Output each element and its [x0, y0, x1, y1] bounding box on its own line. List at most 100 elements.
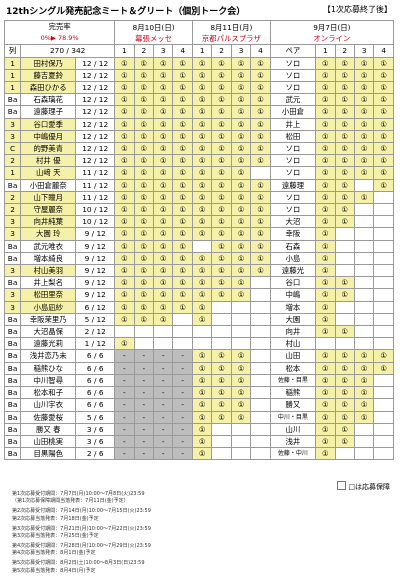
- pair-partner: 小島: [269, 251, 317, 266]
- online-slot: ①: [353, 386, 375, 400]
- online-slot: [373, 239, 394, 253]
- kyoto-slot: [211, 325, 232, 339]
- kyoto-slot: ①: [250, 215, 271, 229]
- makuhari-slot: ①: [172, 166, 193, 180]
- kyoto-slot: ①: [191, 166, 213, 180]
- online-slot: [334, 447, 355, 461]
- member-row: Ba 佐藤愛桜 5 / 6- - - - ① ① ① 中川・目黒 ① ① ①: [3, 410, 394, 424]
- online-slot: [373, 337, 394, 351]
- member-row: Ba 松本和子 6 / 6- - - - ① ① ① 稲熊 ① ① ①: [3, 386, 394, 400]
- kyoto-slot: [250, 386, 271, 400]
- online-slot: [373, 312, 394, 327]
- sold-count: 11 / 12: [75, 190, 116, 205]
- kyoto-slot: ①: [191, 434, 213, 449]
- member-name: 小島凪紗: [20, 300, 77, 314]
- online-slot: [373, 325, 394, 339]
- makuhari-slot: ①: [133, 129, 155, 144]
- member-row: Ba 遠藤光莉 1 / 12 ① 村山: [3, 337, 394, 351]
- makuhari-slot: ①: [153, 215, 174, 229]
- makuhari-slot: ①: [114, 276, 135, 290]
- kyoto-slot: ①: [191, 410, 213, 424]
- makuhari-slot: ①: [172, 178, 193, 192]
- pair-partner: 勝又: [269, 398, 317, 412]
- online-slot: ①: [373, 349, 394, 363]
- makuhari-slot: ①: [172, 203, 193, 217]
- member-name: 遠藤光莉: [20, 337, 77, 351]
- sell-rate-label: 完売率: [48, 22, 71, 31]
- makuhari-slot: -: [172, 398, 193, 412]
- event-header-online: 9月7日(日) オンライン: [269, 19, 395, 46]
- kyoto-slot: ①: [230, 93, 252, 107]
- group-cell: 3: [3, 288, 22, 302]
- group-cell: Ba: [3, 386, 22, 400]
- makuhari-slot: [114, 325, 135, 339]
- makuhari-slot: -: [114, 349, 135, 363]
- kyoto-slot: [250, 349, 271, 363]
- makuhari-slot: -: [172, 373, 193, 388]
- makuhari-slot: ①: [114, 166, 135, 180]
- online-slot: [353, 434, 375, 449]
- group-cell: Ba: [3, 410, 22, 424]
- makuhari-slot: ①: [114, 129, 135, 144]
- online-slot: ①: [315, 349, 336, 363]
- makuhari-slot: -: [133, 373, 155, 388]
- kyoto-slot: ①: [211, 251, 232, 266]
- online-slot: [373, 434, 394, 449]
- online-slot: ①: [334, 349, 355, 363]
- pair-partner: 井上: [269, 117, 317, 131]
- makuhari-slot: -: [133, 386, 155, 400]
- kyoto-slot: [250, 300, 271, 314]
- member-row: Ba 小田倉麗奈 11 / 12 ① ① ① ① ① ① ① ① 遠藤理 ① ① ①: [3, 178, 394, 192]
- pair-partner: 石森: [269, 239, 317, 253]
- kyoto-slot: ①: [211, 81, 232, 95]
- total-count: 270 / 342: [20, 44, 116, 58]
- member-row: Ba 遠藤理子 12 / 12 ① ① ① ① ① ① ① ① 小田倉 ① ① ① ①: [3, 105, 394, 119]
- sold-count: 5 / 6: [75, 410, 116, 424]
- kyoto-slot: ①: [191, 373, 213, 388]
- member-name: 中嶋優月: [20, 129, 77, 144]
- kyoto-slot: ①: [230, 239, 252, 253]
- makuhari-slot: [172, 325, 193, 339]
- kyoto-slot: [250, 288, 271, 302]
- kyoto-slot: ①: [211, 117, 232, 131]
- kyoto-slot: ①: [211, 68, 232, 83]
- member-name: 谷口愛季: [20, 117, 77, 131]
- part-header: 1: [191, 44, 213, 58]
- online-slot: ①: [315, 178, 336, 192]
- kyoto-slot: ①: [191, 361, 213, 375]
- online-slot: ①: [353, 117, 375, 131]
- makuhari-slot: [133, 337, 155, 351]
- pair-partner: 松本: [269, 361, 317, 375]
- makuhari-slot: ①: [172, 215, 193, 229]
- kyoto-slot: ①: [250, 251, 271, 266]
- footnote-block: 第4次応募受付期間：7月28日(月)10:00〜7月29日(火)23:59 第4次…: [12, 543, 151, 558]
- makuhari-slot: -: [153, 422, 174, 436]
- group-cell: Ba: [3, 422, 22, 436]
- makuhari-slot: ①: [133, 300, 155, 314]
- kyoto-slot: ①: [230, 68, 252, 83]
- makuhari-slot: -: [172, 361, 193, 375]
- online-slot: [334, 337, 355, 351]
- member-name: 中川智尋: [20, 373, 77, 388]
- makuhari-slot: ①: [172, 129, 193, 144]
- kyoto-slot: ①: [191, 422, 213, 436]
- online-slot: ①: [353, 81, 375, 95]
- kyoto-slot: ①: [250, 117, 271, 131]
- online-slot: [334, 227, 355, 241]
- member-row: 3 松田里奈 9 / 12 ① ① ① ① ① ① ① 中嶋 ① ①: [3, 288, 394, 302]
- makuhari-slot: [172, 337, 193, 351]
- makuhari-slot: ①: [133, 166, 155, 180]
- online-slot: ①: [315, 300, 336, 314]
- kyoto-slot: ①: [211, 227, 232, 241]
- makuhari-slot: ①: [172, 93, 193, 107]
- online-slot: [315, 337, 336, 351]
- sold-count: 12 / 12: [75, 105, 116, 119]
- group-cell: 2: [3, 190, 22, 205]
- part-header: 2: [334, 44, 355, 58]
- sold-count: 3 / 6: [75, 422, 116, 436]
- kyoto-slot: ①: [211, 410, 232, 424]
- member-name: 山田桃実: [20, 434, 77, 449]
- kyoto-slot: ①: [211, 239, 232, 253]
- online-slot: ①: [315, 251, 336, 266]
- kyoto-slot: ①: [230, 81, 252, 95]
